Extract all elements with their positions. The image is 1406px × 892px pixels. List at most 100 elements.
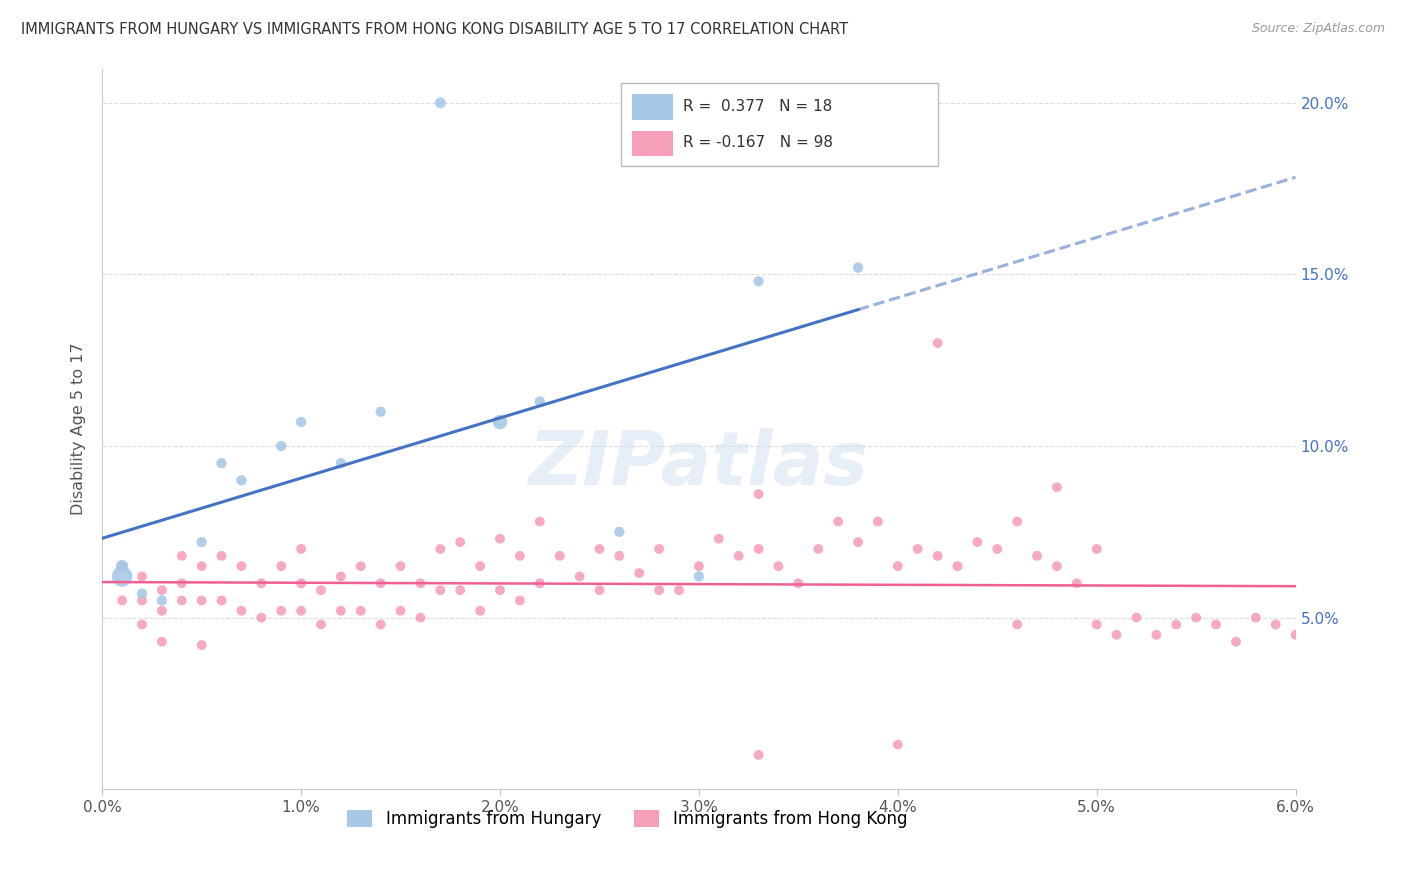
- Text: R =  0.377   N = 18: R = 0.377 N = 18: [683, 99, 832, 114]
- Point: [748, 541, 770, 556]
- Point: [389, 559, 412, 574]
- Point: [329, 569, 352, 583]
- Point: [529, 394, 551, 409]
- Point: [231, 559, 253, 574]
- Point: [1264, 617, 1286, 632]
- Text: R = -0.167   N = 98: R = -0.167 N = 98: [683, 136, 834, 150]
- Point: [170, 593, 193, 607]
- Point: [1324, 662, 1347, 676]
- Point: [290, 576, 312, 591]
- Point: [190, 593, 212, 607]
- Point: [628, 566, 651, 580]
- Point: [270, 559, 292, 574]
- Point: [409, 610, 432, 624]
- Point: [688, 569, 710, 583]
- Text: ZIPatlas: ZIPatlas: [529, 428, 869, 501]
- Point: [190, 638, 212, 652]
- Point: [1005, 515, 1028, 529]
- Point: [131, 569, 153, 583]
- Point: [409, 576, 432, 591]
- Point: [668, 583, 690, 598]
- Point: [1284, 628, 1306, 642]
- Point: [250, 576, 273, 591]
- Point: [688, 559, 710, 574]
- Point: [131, 617, 153, 632]
- Point: [1305, 652, 1327, 666]
- Point: [1046, 559, 1069, 574]
- Point: [290, 604, 312, 618]
- Point: [111, 559, 134, 574]
- Point: [111, 569, 134, 583]
- Point: [429, 583, 451, 598]
- Point: [389, 604, 412, 618]
- Point: [548, 549, 571, 563]
- Point: [211, 593, 233, 607]
- Point: [927, 336, 949, 351]
- Point: [170, 576, 193, 591]
- Point: [309, 583, 332, 598]
- Point: [1125, 610, 1147, 624]
- Point: [1166, 617, 1188, 632]
- Point: [231, 474, 253, 488]
- Point: [1005, 617, 1028, 632]
- Point: [768, 559, 790, 574]
- Point: [648, 541, 671, 556]
- Point: [509, 593, 531, 607]
- Point: [648, 583, 671, 598]
- Point: [568, 569, 591, 583]
- Point: [468, 604, 491, 618]
- Point: [231, 604, 253, 618]
- Point: [111, 559, 134, 574]
- Point: [846, 260, 869, 275]
- Point: [329, 456, 352, 470]
- Point: [607, 549, 630, 563]
- Point: [1085, 617, 1108, 632]
- Point: [489, 532, 512, 546]
- Point: [211, 549, 233, 563]
- FancyBboxPatch shape: [633, 95, 672, 120]
- Point: [170, 549, 193, 563]
- Point: [370, 617, 392, 632]
- Point: [1225, 634, 1247, 648]
- Point: [350, 559, 373, 574]
- Text: IMMIGRANTS FROM HUNGARY VS IMMIGRANTS FROM HONG KONG DISABILITY AGE 5 TO 17 CORR: IMMIGRANTS FROM HUNGARY VS IMMIGRANTS FR…: [21, 22, 848, 37]
- Point: [866, 515, 889, 529]
- Point: [1185, 610, 1208, 624]
- Point: [529, 515, 551, 529]
- Point: [707, 532, 730, 546]
- Point: [449, 583, 471, 598]
- Point: [748, 487, 770, 501]
- Point: [607, 524, 630, 539]
- Point: [250, 610, 273, 624]
- Point: [468, 559, 491, 574]
- Point: [827, 515, 849, 529]
- Point: [290, 415, 312, 429]
- Point: [807, 541, 830, 556]
- Point: [270, 604, 292, 618]
- Point: [350, 604, 373, 618]
- Point: [787, 576, 810, 591]
- Point: [1046, 480, 1069, 494]
- Point: [309, 617, 332, 632]
- Point: [270, 439, 292, 453]
- Point: [966, 535, 988, 549]
- Point: [150, 583, 173, 598]
- Y-axis label: Disability Age 5 to 17: Disability Age 5 to 17: [72, 343, 86, 516]
- Point: [1066, 576, 1088, 591]
- Point: [211, 456, 233, 470]
- Point: [529, 576, 551, 591]
- Point: [370, 405, 392, 419]
- Point: [290, 541, 312, 556]
- Point: [1144, 628, 1167, 642]
- FancyBboxPatch shape: [621, 83, 938, 166]
- Point: [111, 593, 134, 607]
- Point: [190, 535, 212, 549]
- Point: [429, 95, 451, 110]
- Point: [131, 593, 153, 607]
- Point: [927, 549, 949, 563]
- Text: Source: ZipAtlas.com: Source: ZipAtlas.com: [1251, 22, 1385, 36]
- Point: [588, 583, 610, 598]
- Point: [190, 559, 212, 574]
- Point: [489, 583, 512, 598]
- Point: [150, 604, 173, 618]
